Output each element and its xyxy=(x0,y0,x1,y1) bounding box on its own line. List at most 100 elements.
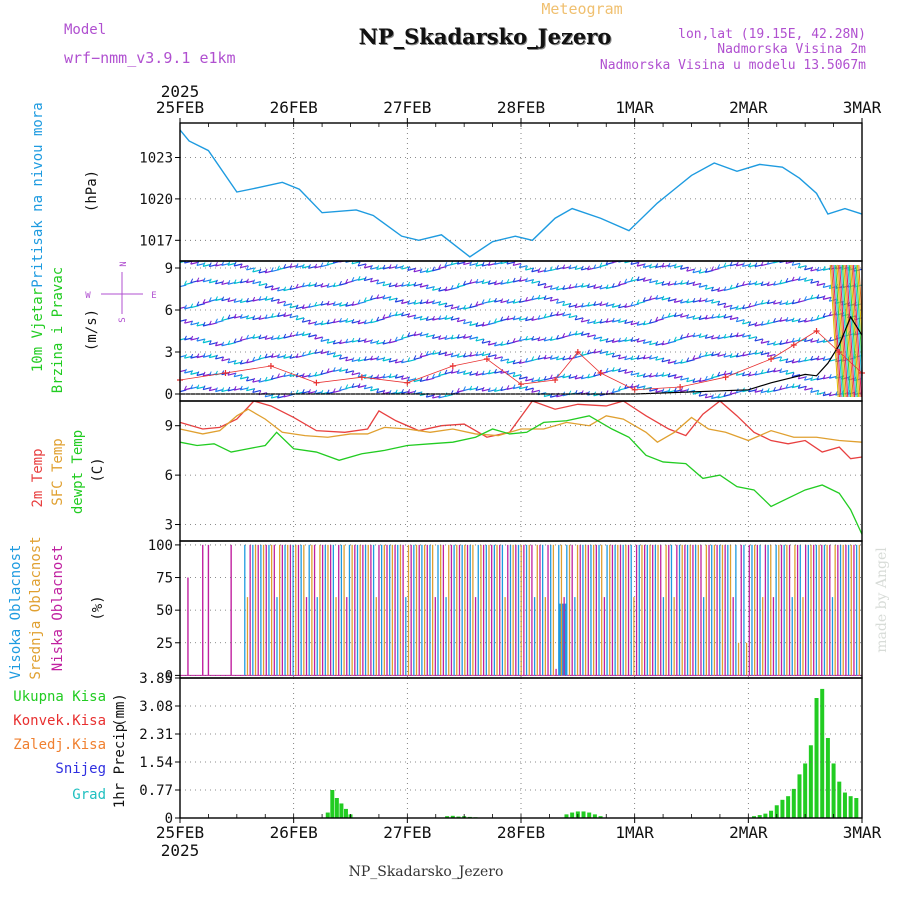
wind-arrow-head xyxy=(190,335,194,341)
wind-arrow-head xyxy=(512,384,516,389)
wind-arrow-head xyxy=(748,350,752,355)
wind-arrow-head xyxy=(332,318,336,323)
wind-arrow-head xyxy=(252,267,256,273)
wind-arrow-head xyxy=(556,265,559,270)
wind-arrow xyxy=(457,261,466,265)
wind-arrow-head xyxy=(624,369,628,374)
wind-arrow-head xyxy=(419,315,423,321)
wind-arrow-head xyxy=(252,279,256,284)
wind-arrow xyxy=(655,318,664,322)
wind-arrow-head xyxy=(630,370,634,376)
wind-arrow xyxy=(773,356,782,360)
wind-arrow-head xyxy=(773,299,776,305)
wind-arrow xyxy=(500,299,509,304)
wind-arrow-head xyxy=(642,385,646,390)
wind-arrow xyxy=(692,282,702,287)
wind-arrow-head xyxy=(531,377,535,382)
wind-arrow xyxy=(364,375,373,379)
wind-arrow-head xyxy=(642,339,646,344)
wind-arrow-head xyxy=(680,359,683,364)
legend-hail: Grad xyxy=(72,787,106,803)
wind-arrow xyxy=(314,336,323,340)
wind-arrow-head xyxy=(357,276,361,281)
wind-arrow xyxy=(215,356,224,360)
wind-arrow-head xyxy=(227,386,231,392)
wind-arrow-head xyxy=(754,336,758,342)
wind-arrow-head xyxy=(320,282,324,288)
wind-arrow-head xyxy=(649,295,652,300)
precip-total-bar xyxy=(592,814,597,818)
wind-arrow-head xyxy=(227,340,231,345)
wind-arrow-head xyxy=(760,321,764,326)
wind-arrow xyxy=(729,316,739,321)
wind-arrow-head xyxy=(506,261,509,265)
wind-arrow-head xyxy=(667,262,671,268)
wind-arrow-head xyxy=(475,386,479,391)
wind-arrow-head xyxy=(351,301,355,306)
wind-arrow-head xyxy=(574,303,578,308)
wind-arrow xyxy=(754,351,764,355)
wind-arrow-head xyxy=(308,372,311,378)
wind-arrow-head xyxy=(624,303,628,308)
wind-arrow xyxy=(395,375,404,379)
wind-arrow xyxy=(649,342,658,346)
wind-arrow-head xyxy=(419,268,423,273)
wind-arrow-head xyxy=(512,261,516,266)
wind-arrow xyxy=(717,302,726,306)
wind-arrow xyxy=(246,280,255,284)
wind-arrow-head xyxy=(742,332,745,338)
wind-arrow-head xyxy=(562,333,566,338)
wind-arrow xyxy=(308,321,317,325)
wind-arrow-head xyxy=(332,367,336,372)
wind-arrow-head xyxy=(314,301,318,307)
wind-arrow-head xyxy=(469,334,473,340)
wind-arrow-head xyxy=(704,351,708,357)
wind-arrow-head xyxy=(456,369,460,374)
wind-arrow-head xyxy=(246,265,249,271)
wind-arrow-head xyxy=(425,284,429,289)
wind-arrow xyxy=(562,375,571,379)
wind-arrow-head xyxy=(760,369,764,374)
wind-arrow-head xyxy=(475,322,479,327)
wind-arrow-head xyxy=(425,332,429,338)
wind-arrow-head xyxy=(444,315,448,320)
wind-arrow-head xyxy=(630,383,634,388)
wind-arrow-head xyxy=(345,384,349,389)
credit-text: made by Angel xyxy=(874,547,890,653)
temp-tick-label: 9 xyxy=(165,419,173,435)
wind-arrow xyxy=(246,316,255,320)
wind-arrow-head xyxy=(537,315,541,320)
wind-arrow xyxy=(791,385,801,389)
wind-arrow-head xyxy=(748,334,752,339)
year-top: 2025 xyxy=(161,82,200,101)
wind-arrow-head xyxy=(382,389,386,395)
wind-gust-marker xyxy=(358,374,365,381)
wind-arrow-head xyxy=(680,375,683,381)
wind-arrow-head xyxy=(574,330,578,336)
wind-tick-label: 0 xyxy=(165,387,173,403)
wind-arrow-head xyxy=(785,370,789,375)
wind-arrow xyxy=(444,393,454,398)
precip-total-bar xyxy=(325,812,330,818)
wind-arrow xyxy=(779,369,788,374)
wind-arrow-head xyxy=(680,334,683,339)
wind-arrow-head xyxy=(295,372,299,378)
cloud-high-block xyxy=(561,603,565,676)
wind-arrow-head xyxy=(345,338,349,344)
wind-arrow-head xyxy=(326,283,330,288)
wind-arrow-head xyxy=(543,313,547,318)
wind-arrow xyxy=(494,299,503,303)
wind-arrow-head xyxy=(246,334,249,340)
wind-arrow xyxy=(407,314,416,318)
wind-arrow-head xyxy=(636,276,640,281)
wind-arrow-head xyxy=(661,280,665,286)
wind-arrow-head xyxy=(190,278,194,283)
wind-arrow-head xyxy=(506,385,510,390)
wind-arrow-head xyxy=(816,355,820,361)
wind-arrow-head xyxy=(791,337,795,343)
wind-arrow-head xyxy=(556,355,559,361)
wind-arrow-head xyxy=(283,286,287,291)
wind-arrow-head xyxy=(636,299,640,304)
wind-arrow-head xyxy=(351,383,355,388)
wind-arrow-head xyxy=(277,373,280,378)
